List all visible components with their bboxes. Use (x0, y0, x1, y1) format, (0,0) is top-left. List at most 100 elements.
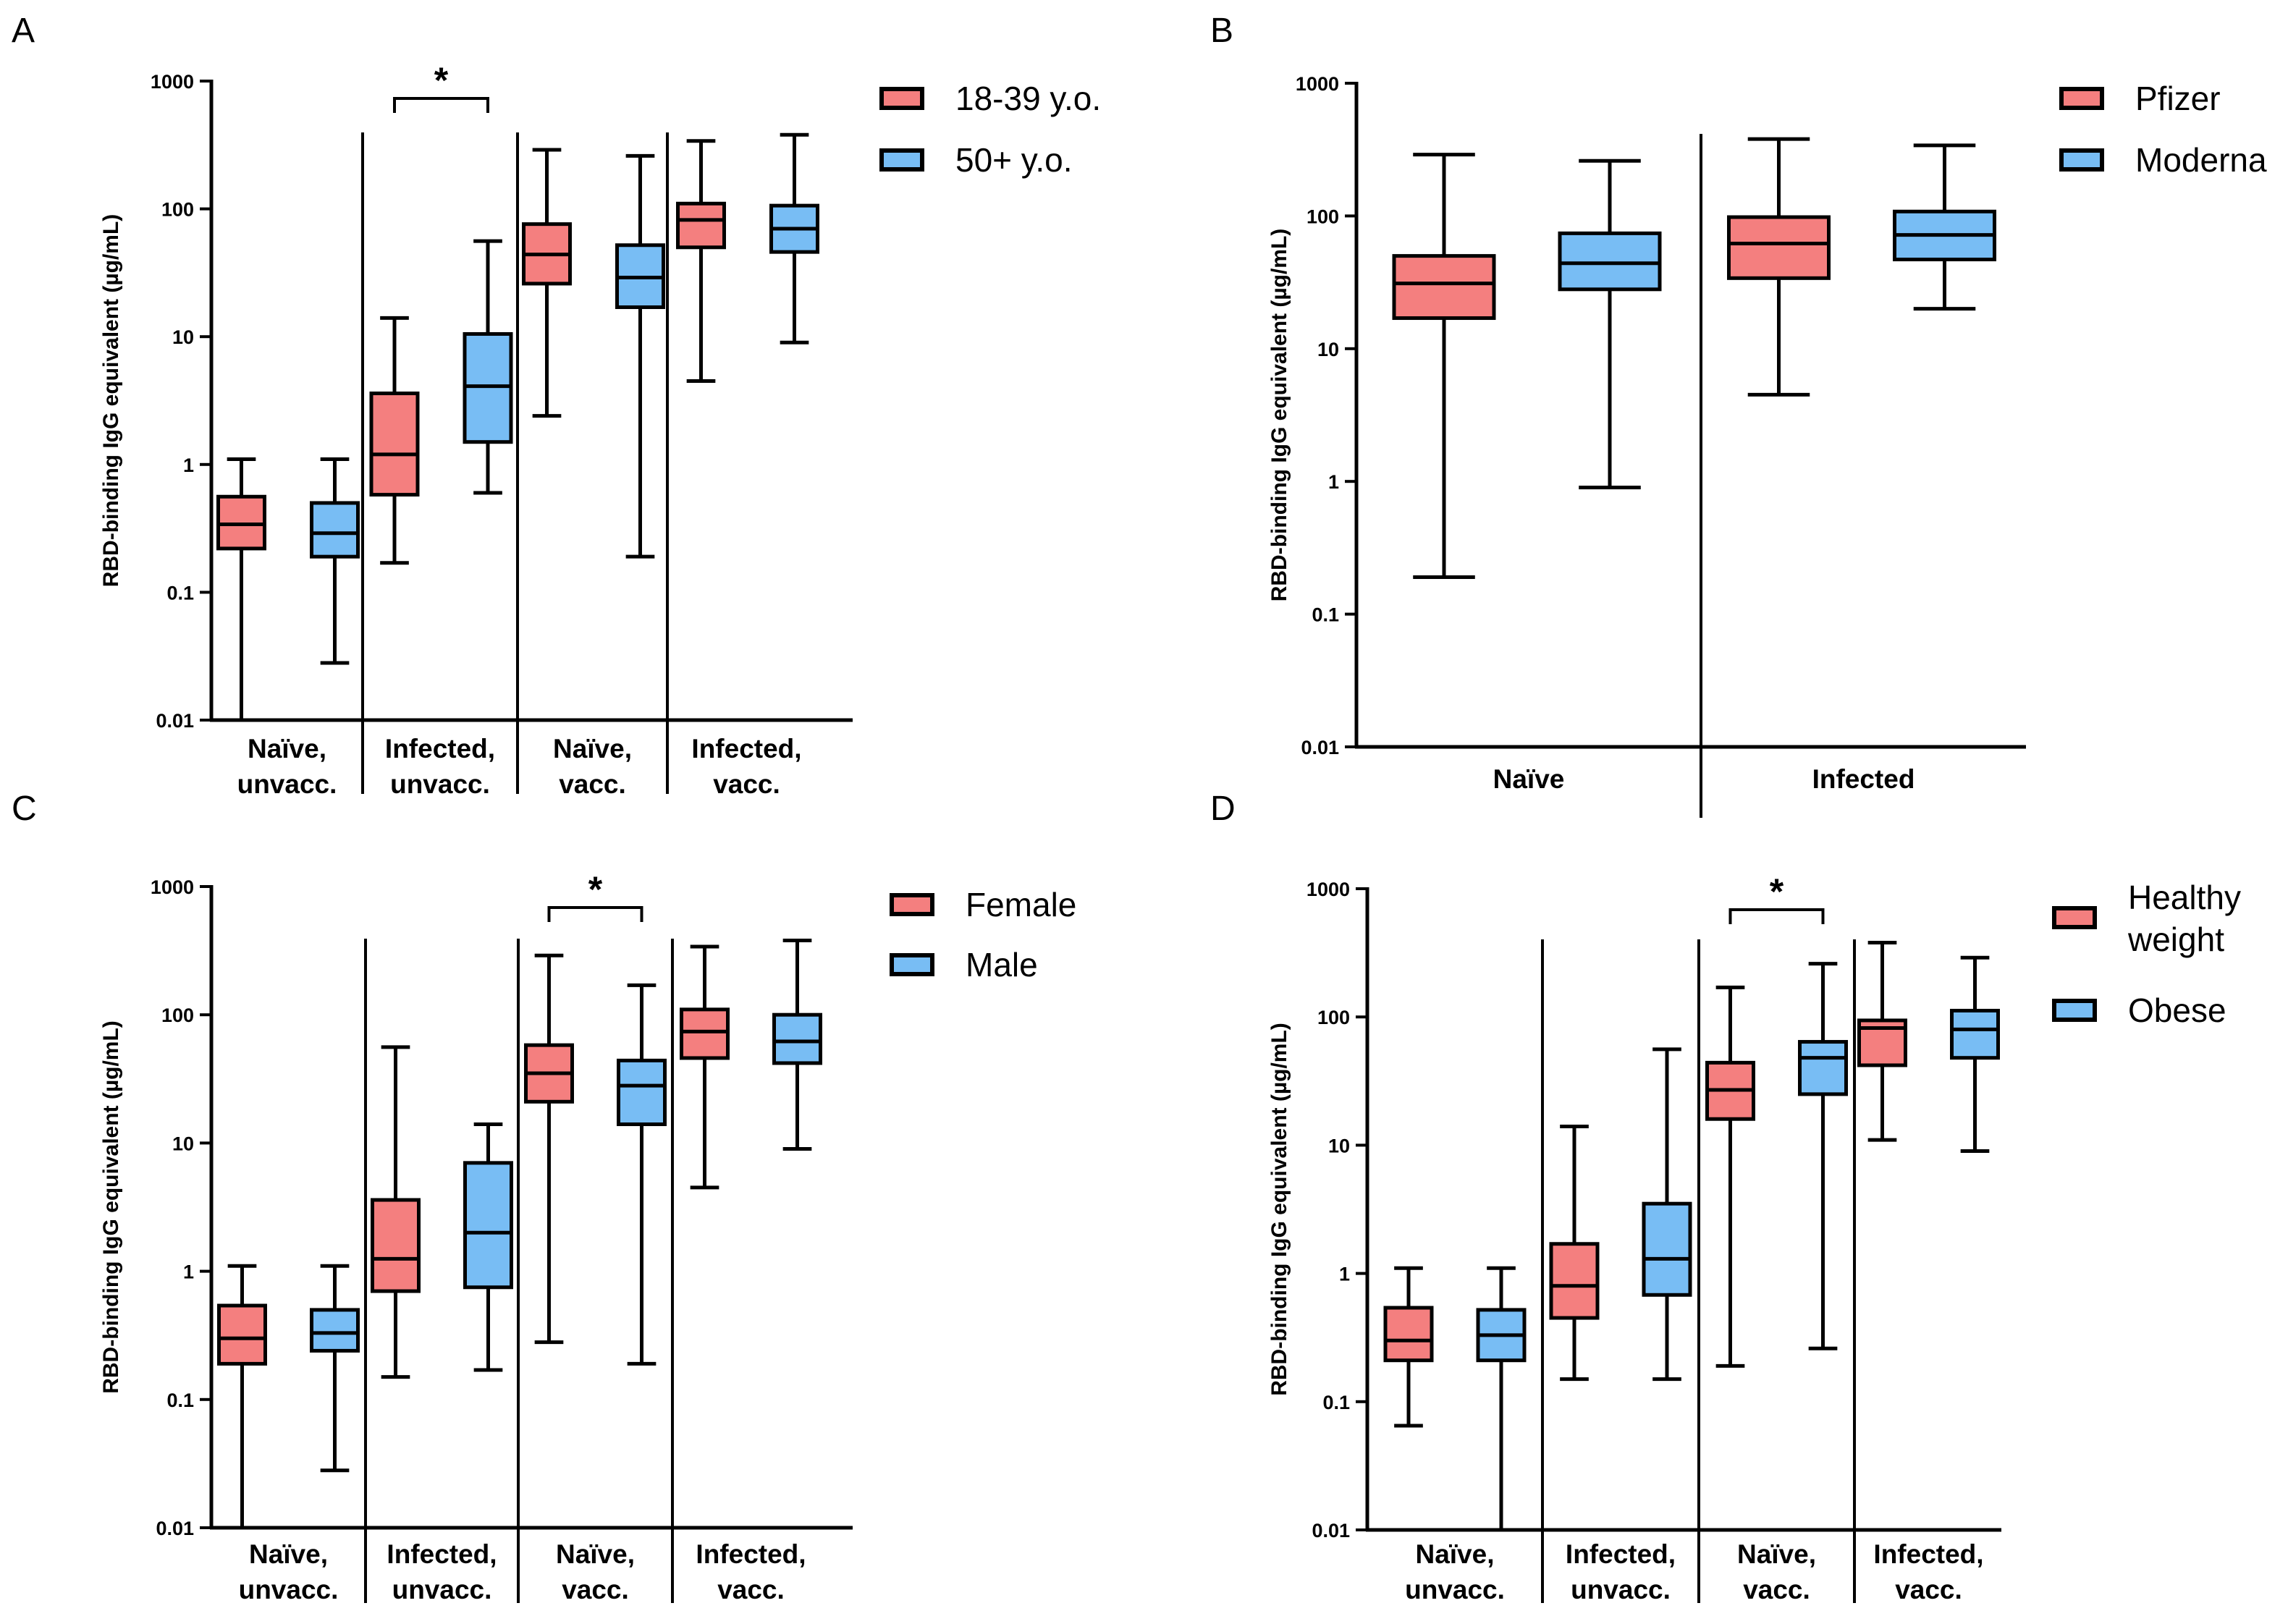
panel-a-box-3-series2 (615, 153, 665, 559)
iqr-box (1392, 254, 1496, 321)
panel-d-category-label: vacc. (1743, 1575, 1810, 1604)
panel-d-box-4-series1 (1857, 940, 1907, 1142)
panel-a-legend-item-1: 18-39 y.o. (879, 80, 1101, 117)
iqr-box (1727, 215, 1831, 280)
legend-label: Healthy (2128, 879, 2241, 916)
panel-d-group-1: Naïve, unvacc. (1383, 1266, 1527, 1604)
panel-a-box-2-series2 (463, 239, 513, 495)
panel-c-box-4-series2 (772, 938, 822, 1151)
iqr-box (1549, 1242, 1600, 1320)
panel-d-box-1-series1 (1383, 1266, 1434, 1428)
legend-label: 50+ y.o. (955, 141, 1073, 179)
panel-d-category-label: Infected, (1566, 1539, 1676, 1569)
panel-a-category-label: Naïve, (553, 734, 632, 764)
panel-b-category-label: Naïve (1493, 764, 1565, 794)
iqr-box (217, 1303, 267, 1366)
panel-b-y-tick-label: 0.1 (1312, 604, 1339, 626)
legend-swatch (890, 893, 934, 916)
iqr-box (1383, 1306, 1434, 1363)
panel-a-y-tick-label: 100 (161, 199, 194, 221)
panel-b-y-axis-title: RBD-binding IgG equivalent (µg/mL) (1267, 229, 1291, 602)
iqr-box (1558, 231, 1662, 292)
panel-b: B 0.01 0.1 1 10 100 1000 RBD-binding IgG equiva… (1210, 12, 2267, 818)
panel-a-y-tick-label: 10 (172, 326, 194, 348)
panel-c-legend-item-1: Female (890, 886, 1076, 923)
panel-a: A 0.01 0.1 1 10 100 1000 RBD-binding IgG equiva… (12, 12, 1101, 799)
legend-label: 18-39 y.o. (955, 80, 1101, 117)
panel-c: C 0.01 0.1 1 10 100 1000 RBD-binding IgG equiva… (12, 790, 1076, 1604)
legend-label: Male (966, 946, 1038, 984)
panel-c-y-tick-label: 1000 (151, 876, 194, 898)
legend-label: weight (2127, 921, 2224, 958)
panel-c-group-4: Infected, vacc. (680, 938, 822, 1604)
iqr-box (1950, 1008, 2000, 1060)
panel-b-group-2: Infected (1727, 137, 1996, 794)
panel-c-category-label: vacc. (562, 1575, 629, 1604)
panel-c-group-2: Infected, unvacc. (371, 1045, 513, 1604)
panel-d-group-4: Infected, vacc. (1857, 940, 2000, 1604)
iqr-box (310, 1308, 360, 1353)
panel-c-y-tick-label: 10 (172, 1133, 194, 1154)
panel-a-group-3: Naïve, vacc. (522, 148, 665, 799)
iqr-box (463, 1161, 513, 1290)
panel-b-y-tick-label: 1000 (1296, 73, 1339, 95)
panel-a-y-tick-label: 0.01 (156, 710, 194, 732)
panel-a-sig-bracket (393, 97, 489, 113)
legend-swatch (890, 953, 934, 976)
panel-a-group-1: Naïve, unvacc. (216, 457, 360, 799)
panel-d-category-label: Infected, (1873, 1539, 1983, 1569)
iqr-box (676, 201, 726, 250)
panel-a-category-label: vacc. (713, 769, 780, 799)
iqr-box (1642, 1201, 1692, 1297)
panel-c-box-2-series2 (463, 1122, 513, 1372)
panel-a-category-label: unvacc. (237, 769, 337, 799)
iqr-box (1798, 1040, 1848, 1096)
panel-c-group-3: * Naïve, vacc. (524, 869, 667, 1604)
panel-b-legend-item-1: Pfizer (2059, 80, 2221, 117)
panel-a-box-1-series1 (216, 457, 266, 722)
legend-swatch (879, 148, 924, 172)
panel-a-category-label: unvacc. (390, 769, 490, 799)
iqr-box (310, 501, 360, 559)
panel-c-category-label: vacc. (717, 1575, 785, 1604)
panel-c-category-label: Naïve, (249, 1539, 328, 1569)
panel-a-box-4-series1 (676, 139, 726, 383)
panel-a-box-2-series1 (369, 316, 420, 565)
panel-a-legend-item-2: 50+ y.o. (879, 141, 1073, 179)
iqr-box (680, 1007, 730, 1060)
panel-b-y-tick-label: 0.01 (1301, 737, 1339, 758)
panel-d-sig-label: * (1770, 871, 1784, 912)
iqr-box (617, 1058, 667, 1127)
panel-d-box-1-series2 (1476, 1266, 1527, 1532)
panel-d-group-3: * Naïve, vacc. (1705, 871, 1848, 1604)
panel-b-y-tick-label: 100 (1306, 206, 1339, 227)
panel-c-group-1: Naïve, unvacc. (217, 1264, 360, 1604)
panel-d-y-axis-title: RBD-binding IgG equivalent (µg/mL) (1267, 1023, 1291, 1396)
panel-a-category-label: Infected, (385, 734, 495, 764)
panel-d-y-tick-label: 1 (1339, 1264, 1350, 1285)
panel-b-y-tick-label: 10 (1317, 339, 1339, 360)
panel-d-category-label: unvacc. (1571, 1575, 1671, 1604)
panel-b-box-1-series2 (1558, 158, 1662, 490)
legend-swatch (2059, 87, 2104, 110)
panel-d-y-tick-label: 0.01 (1312, 1520, 1350, 1541)
panel-c-legend-item-2: Male (890, 946, 1038, 984)
iqr-box (369, 392, 420, 497)
panel-c-y-tick-label: 100 (161, 1005, 194, 1026)
panel-d-y-tick-label: 0.1 (1322, 1392, 1350, 1413)
panel-a-y-tick-label: 0.1 (166, 582, 194, 604)
panel-a-sig-label: * (434, 60, 449, 101)
legend-swatch (2059, 148, 2104, 172)
panel-a-box-1-series2 (310, 457, 360, 665)
legend-label: Pfizer (2135, 80, 2221, 117)
panel-c-box-2-series1 (371, 1045, 421, 1379)
panel-c-category-label: Infected, (696, 1539, 806, 1569)
legend-label: Obese (2128, 991, 2226, 1029)
panel-a-letter: A (12, 12, 35, 50)
panel-d-group-2: Infected, unvacc. (1549, 1047, 1692, 1604)
panel-a-group-4: Infected, vacc. (676, 132, 819, 799)
panel-d-category-label: Naïve, (1415, 1539, 1494, 1569)
panel-d-box-2-series2 (1642, 1047, 1692, 1382)
panel-a-category-label: Naïve, (248, 734, 326, 764)
panel-d-y-tick-label: 100 (1317, 1007, 1350, 1028)
